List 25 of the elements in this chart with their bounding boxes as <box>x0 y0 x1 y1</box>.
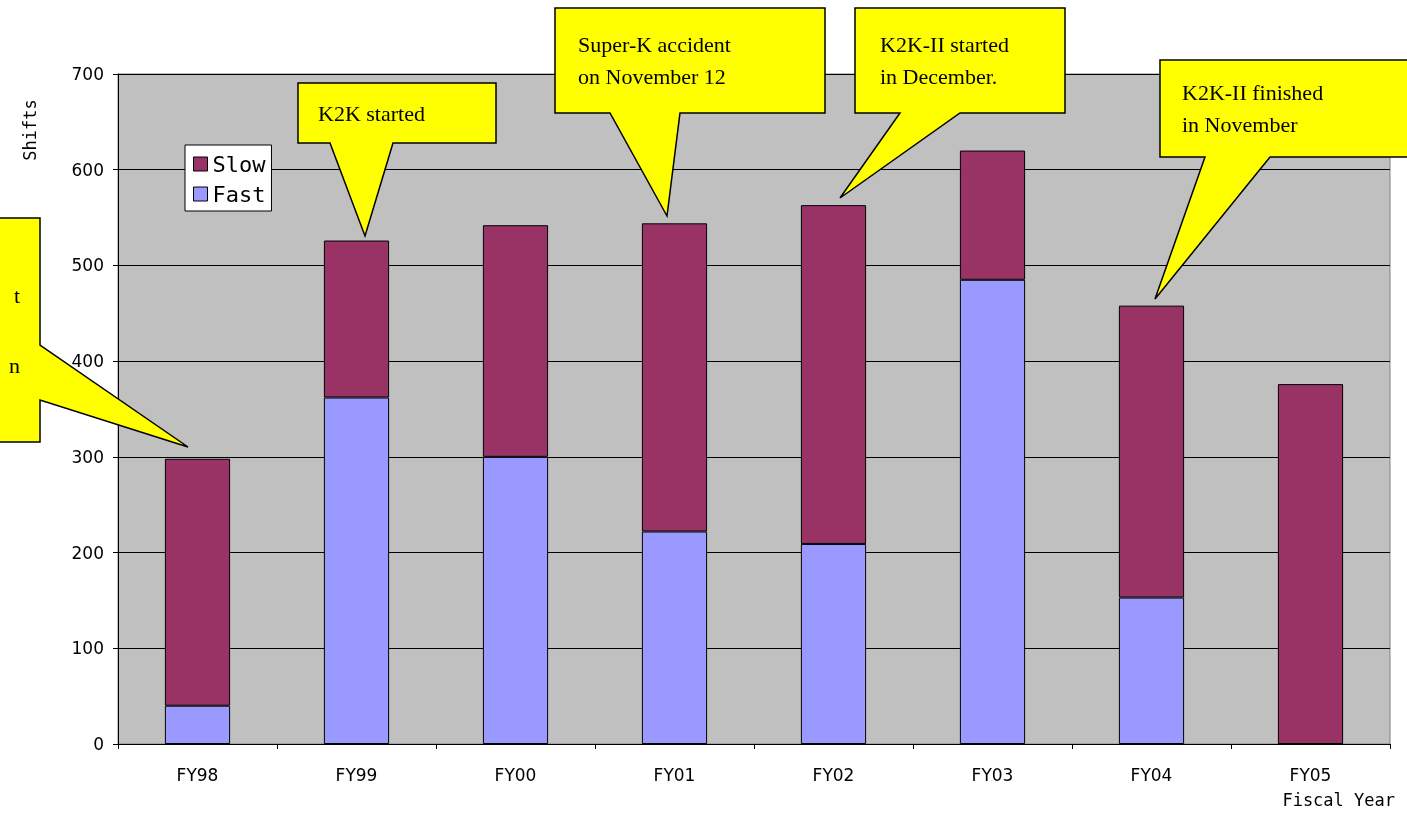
y-tick-label: 300 <box>71 446 104 467</box>
annotation: K2K-II started in December. <box>880 32 1009 89</box>
x-tick-label: FY02 <box>812 764 855 785</box>
x-tick-label: FY00 <box>494 764 537 785</box>
annotation: K2K-II finished in November <box>1182 80 1324 137</box>
y-tick-label: 200 <box>71 542 104 563</box>
legend-label: Slow <box>212 151 267 177</box>
x-tick-label: FY99 <box>335 764 378 785</box>
x-tick-label: FY01 <box>653 764 696 785</box>
x-tick-label: FY03 <box>971 764 1014 785</box>
y-tick-label: 0 <box>93 734 104 754</box>
y-tick-label: 500 <box>71 255 104 276</box>
y-tick-label: 100 <box>71 638 104 659</box>
y-tick-label: 600 <box>71 159 104 180</box>
y-tick-label: 700 <box>71 64 104 84</box>
x-axis-title: Fiscal Year <box>1282 790 1395 810</box>
text: t n <box>9 282 20 378</box>
y-axis-title: Shifts <box>20 99 40 161</box>
x-tick-label: FY04 <box>1130 764 1173 785</box>
y-tick-label: 400 <box>71 351 104 372</box>
legend-label: Fast <box>212 181 266 207</box>
annotation: K2K started <box>318 100 425 126</box>
annotation: Super-K accident on November 12 <box>578 32 731 89</box>
x-tick-label: FY98 <box>176 764 219 785</box>
x-tick-label: FY05 <box>1289 764 1332 785</box>
